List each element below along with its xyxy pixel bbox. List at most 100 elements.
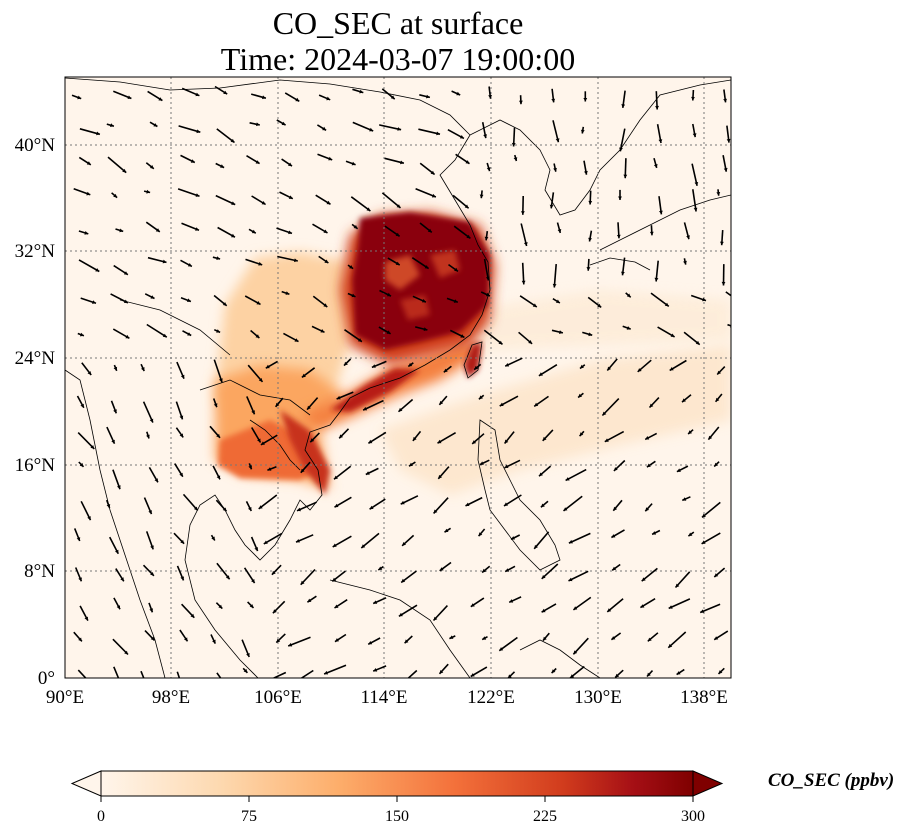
wind-vector-head xyxy=(474,365,479,370)
wind-vector xyxy=(619,128,626,152)
wind-vector-head xyxy=(551,669,556,674)
wind-vector-head xyxy=(246,653,250,657)
lon-tick-label: 114°E xyxy=(361,687,408,708)
wind-vector-head xyxy=(511,536,515,540)
colorbar-extend-min xyxy=(70,770,102,797)
wind-vector-head xyxy=(466,234,471,239)
wind-vector-head xyxy=(573,606,578,610)
wind-vector xyxy=(701,532,721,545)
wind-vector xyxy=(565,468,587,482)
wind-vector-head xyxy=(322,126,327,131)
wind-vector-head xyxy=(271,570,276,575)
wind-vector-head xyxy=(453,299,458,303)
wind-vector-head xyxy=(213,403,218,408)
wind-vector xyxy=(552,120,560,143)
wind-vector-head xyxy=(251,229,256,234)
wind-vector-head xyxy=(251,579,255,583)
wind-vector-head xyxy=(281,121,286,126)
wind-vector-head xyxy=(310,438,315,443)
wind-vector-head xyxy=(637,368,642,372)
wind-vector-head xyxy=(212,639,216,644)
wind-vector-head xyxy=(607,366,611,371)
wind-vector-head xyxy=(588,237,592,242)
wind-vector-head xyxy=(534,544,538,549)
wind-vector-head xyxy=(676,468,681,472)
wind-vector xyxy=(77,669,87,678)
colorbar-label: CO_SEC (ppbv) xyxy=(768,770,895,791)
wind-vector xyxy=(520,223,528,247)
wind-vector-head xyxy=(90,445,95,449)
wind-vector-head xyxy=(654,277,659,282)
wind-vector-head xyxy=(77,95,82,100)
wind-vector-head xyxy=(190,159,195,163)
wind-vector-head xyxy=(328,156,333,161)
wind-vector-head xyxy=(363,406,368,411)
wind-vector-head xyxy=(216,256,221,260)
wind-vector-head xyxy=(726,138,731,143)
wind-vector-head xyxy=(95,268,100,272)
wind-vector-head xyxy=(220,164,225,168)
wind-vector-head xyxy=(86,191,91,196)
wind-vector-head xyxy=(604,438,609,442)
wind-vector-head xyxy=(368,641,373,645)
wind-vector-head xyxy=(540,503,545,508)
wind-vector-head xyxy=(433,509,438,514)
map-title-line-1: CO_SEC at surface xyxy=(272,5,524,41)
wind-vector-head xyxy=(76,537,81,541)
wind-vector xyxy=(216,672,222,678)
wind-vector-head xyxy=(223,90,228,95)
wind-vector-head xyxy=(320,329,325,333)
wind-vector-head xyxy=(179,472,183,477)
wind-vector-head xyxy=(402,542,406,546)
wind-vector-head xyxy=(359,89,364,94)
wind-vector-head xyxy=(559,330,563,334)
wind-vector-head xyxy=(301,373,306,378)
wind-vector xyxy=(521,262,525,285)
wind-vector-head xyxy=(146,189,151,194)
wind-vector-head xyxy=(653,164,658,168)
wind-vector-head xyxy=(361,544,366,548)
lat-tick-label: 24°N xyxy=(15,348,56,369)
wind-vector-head xyxy=(611,636,616,640)
wind-vector-head xyxy=(528,340,533,344)
wind-vector-head xyxy=(180,374,185,379)
wind-vector-head xyxy=(92,300,96,304)
wind-vector-head xyxy=(146,434,150,439)
wind-vector-head xyxy=(449,635,454,639)
wind-vector-head xyxy=(180,576,184,581)
wind-vector-head xyxy=(655,105,659,110)
wind-vector xyxy=(541,563,559,580)
lon-tick-label: 106°E xyxy=(254,687,302,708)
wind-vector-head xyxy=(702,513,706,518)
wind-vector-head xyxy=(296,678,300,682)
wind-vector-head xyxy=(125,334,130,339)
wind-vector-head xyxy=(218,604,223,609)
wind-vector-head xyxy=(621,271,625,276)
wind-vector-head xyxy=(505,363,510,367)
wind-vector-head xyxy=(113,409,117,414)
wind-vector-head xyxy=(115,549,119,554)
wind-vector-head xyxy=(615,673,620,678)
wind-vector xyxy=(332,535,352,548)
wind-vector xyxy=(381,192,402,209)
wind-vector-head xyxy=(307,405,311,410)
lon-tick-label: 138°E xyxy=(680,687,728,708)
wind-vector-head xyxy=(150,545,154,550)
wind-vector-head xyxy=(323,229,328,233)
wind-vector-head xyxy=(150,295,155,299)
wind-vector-head xyxy=(378,566,383,570)
colorbar-tick-label: 150 xyxy=(385,808,409,825)
wind-vector-head xyxy=(538,372,543,376)
wind-vector-head xyxy=(300,468,305,473)
wind-vector-head xyxy=(555,138,560,143)
wind-vector xyxy=(113,666,120,678)
wind-vector-head xyxy=(258,378,263,382)
wind-vector-head xyxy=(439,670,444,674)
wind-vector-head xyxy=(297,507,301,512)
wind-vector-head xyxy=(78,577,82,582)
wind-vector-head xyxy=(737,299,741,303)
wind-vector-head xyxy=(534,402,539,407)
wind-vector xyxy=(258,494,278,510)
wind-vector-head xyxy=(401,578,406,583)
